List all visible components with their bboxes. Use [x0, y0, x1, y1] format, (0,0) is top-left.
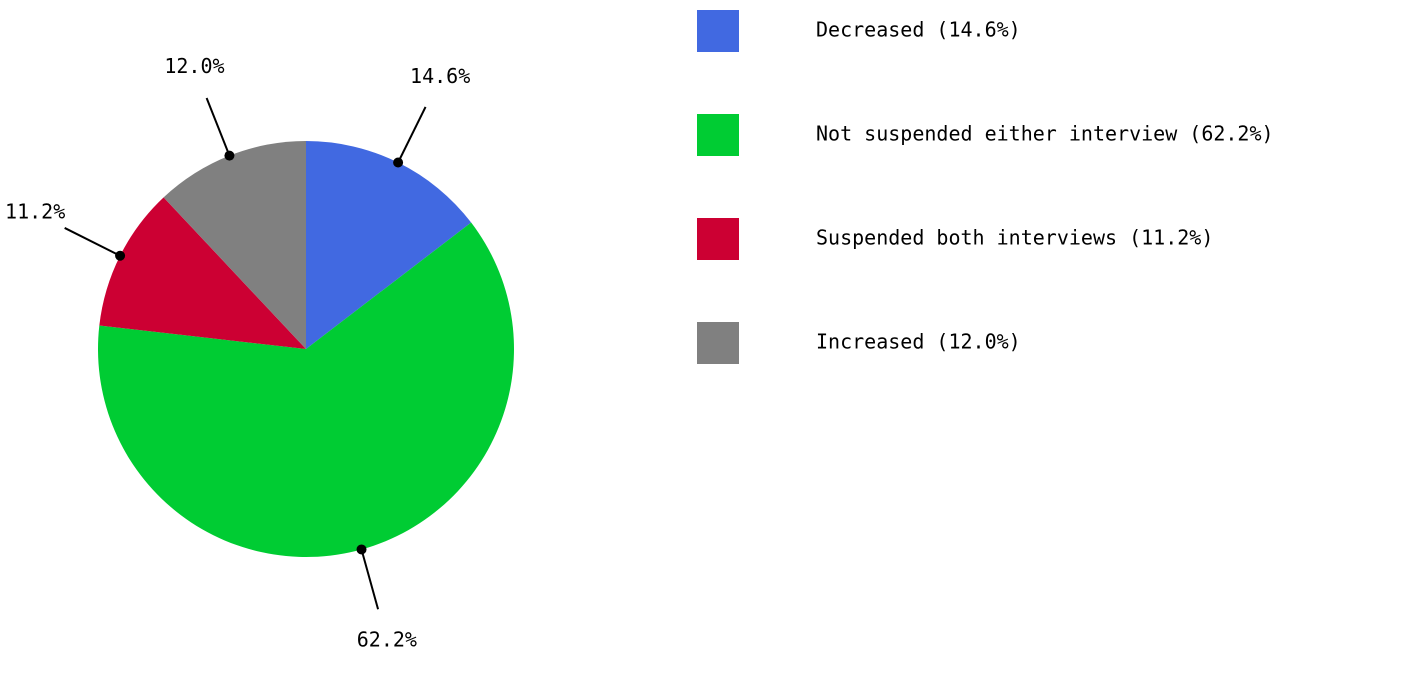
label-dot [224, 150, 235, 161]
pie-slice [163, 141, 306, 349]
pie-slice [306, 141, 472, 349]
label-leader [360, 549, 380, 610]
label-leader [64, 227, 121, 257]
label-leader [205, 97, 231, 156]
pie-slice [99, 197, 306, 349]
legend-label: Increased (12.0%) [816, 330, 1021, 354]
data-label: 62.2% [357, 628, 417, 652]
legend-label: Decreased (14.6%) [816, 18, 1021, 42]
pie-slice [98, 222, 514, 558]
label-dot [356, 544, 367, 555]
label-leader [397, 106, 427, 163]
legend-label: Suspended both interviews (11.2%) [816, 226, 1213, 250]
legend-swatch [697, 10, 739, 52]
data-label: 12.0% [164, 54, 224, 78]
label-dot [115, 250, 126, 261]
legend-swatch [697, 218, 739, 260]
legend-swatch [697, 322, 739, 364]
data-label: 14.6% [410, 64, 470, 88]
legend-label: Not suspended either interview (62.2%) [816, 122, 1274, 146]
data-label: 11.2% [5, 200, 65, 224]
legend-swatch [697, 114, 739, 156]
label-dot [393, 157, 404, 168]
